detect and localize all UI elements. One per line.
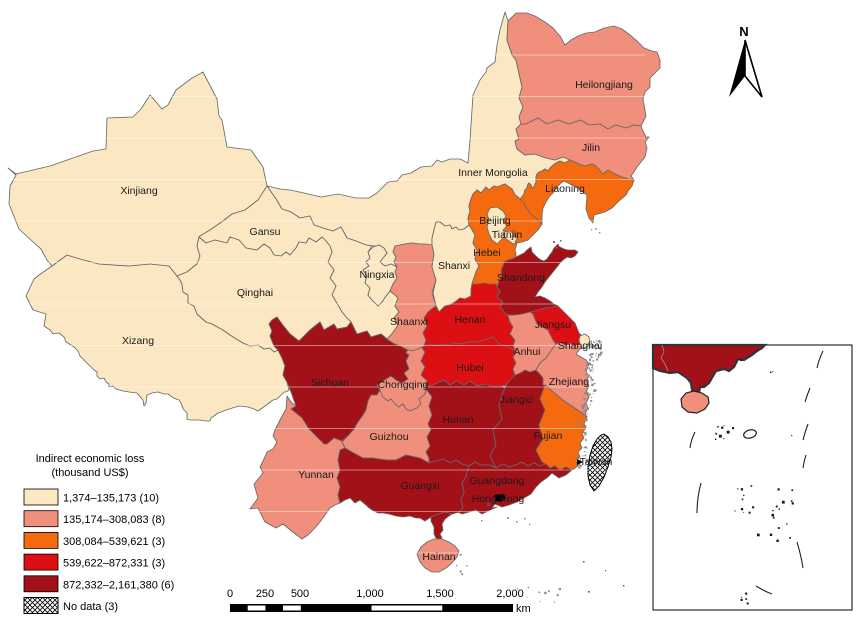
svg-text:Liaoning: Liaoning — [545, 183, 585, 195]
svg-text:135,174–308,083 (8): 135,174–308,083 (8) — [63, 514, 165, 526]
svg-text:1,500: 1,500 — [426, 588, 454, 600]
svg-text:Tianjin: Tianjin — [492, 229, 523, 241]
svg-text:500: 500 — [291, 588, 309, 600]
svg-text:(thousand US$): (thousand US$) — [51, 467, 128, 479]
svg-text:Anhui: Anhui — [514, 346, 541, 358]
svg-text:Ningxia: Ningxia — [359, 269, 394, 281]
svg-text:Zhejiang: Zhejiang — [549, 376, 589, 388]
svg-text:Guangxi: Guangxi — [400, 480, 439, 492]
svg-text:Jiangsu: Jiangsu — [535, 319, 571, 331]
svg-text:Shanxi: Shanxi — [438, 260, 470, 272]
svg-text:Beijing: Beijing — [479, 215, 511, 227]
svg-text:Chongqing: Chongqing — [378, 379, 429, 391]
svg-text:Hebei: Hebei — [473, 247, 500, 259]
svg-text:Fujian: Fujian — [534, 430, 563, 442]
svg-text:Taiwan: Taiwan — [580, 456, 613, 468]
svg-text:Yunnan: Yunnan — [298, 469, 334, 481]
svg-text:Heilongjiang: Heilongjiang — [575, 79, 633, 91]
svg-text:Inner Mongolia: Inner Mongolia — [458, 167, 528, 179]
svg-text:Shandong: Shandong — [497, 272, 545, 284]
svg-text:Henan: Henan — [455, 314, 486, 326]
svg-text:Hainan: Hainan — [422, 551, 455, 563]
svg-text:0: 0 — [227, 588, 233, 600]
svg-text:Hunan: Hunan — [443, 414, 474, 426]
svg-text:Xizang: Xizang — [122, 335, 154, 347]
svg-text:N: N — [739, 24, 748, 39]
svg-text:1,374–135,173 (10): 1,374–135,173 (10) — [63, 493, 159, 505]
svg-text:Guizhou: Guizhou — [369, 431, 408, 443]
svg-text:Qinghai: Qinghai — [237, 287, 273, 299]
svg-text:872,332–2,161,380 (6): 872,332–2,161,380 (6) — [63, 579, 174, 591]
svg-text:Indirect economic loss: Indirect economic loss — [36, 453, 145, 465]
svg-text:Hong Kong: Hong Kong — [472, 493, 525, 505]
svg-text:Hubei: Hubei — [456, 362, 483, 374]
svg-text:Shanghai: Shanghai — [558, 340, 602, 352]
svg-text:Guangdong: Guangdong — [470, 475, 525, 487]
svg-text:1,000: 1,000 — [356, 588, 384, 600]
svg-text:Gansu: Gansu — [250, 226, 281, 238]
svg-text:308,084–539,621 (3): 308,084–539,621 (3) — [63, 536, 165, 548]
svg-text:Xinjiang: Xinjiang — [120, 185, 158, 197]
svg-text:2,000: 2,000 — [496, 588, 524, 600]
svg-text:250: 250 — [256, 588, 274, 600]
svg-text:Sichuan: Sichuan — [311, 377, 349, 389]
svg-text:km: km — [516, 603, 531, 615]
svg-text:No data (3): No data (3) — [63, 601, 118, 613]
svg-text:Shaanxi: Shaanxi — [390, 316, 428, 328]
svg-text:Jiangxi: Jiangxi — [500, 394, 533, 406]
svg-text:Jilin: Jilin — [582, 142, 600, 154]
svg-text:539,622–872,331 (3): 539,622–872,331 (3) — [63, 558, 165, 570]
